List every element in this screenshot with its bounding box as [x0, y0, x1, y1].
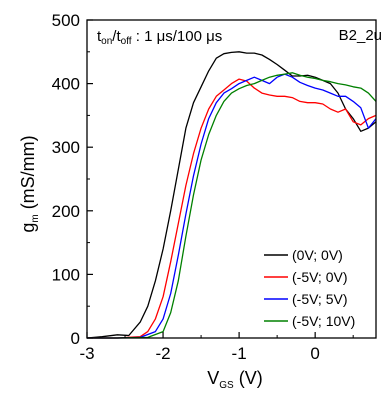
y-tick-label: 200 — [52, 202, 80, 221]
x-axis-title: VGS (V) — [207, 368, 262, 391]
legend-label: (-5V; 10V) — [292, 313, 355, 329]
legend-label: (-5V; 5V) — [292, 291, 348, 307]
x-tick-label: -2 — [155, 344, 170, 363]
device-label: B2_2u — [339, 27, 382, 44]
legend-label: (-5V; 0V) — [292, 269, 348, 285]
series-layer — [86, 51, 377, 339]
x-tick-label: 0 — [310, 344, 319, 363]
series-line-1 — [86, 51, 377, 339]
legend: (0V; 0V) (-5V; 0V) (-5V; 5V) (-5V; 10V) — [264, 247, 355, 329]
pulse-timing-annotation: ton/toff : 1 μs/100 μs — [97, 28, 222, 47]
y-tick-label: 400 — [52, 75, 80, 94]
y-tick-label: 100 — [52, 265, 80, 284]
x-tick-label: -1 — [232, 344, 247, 363]
x-tick-label: -3 — [79, 344, 94, 363]
series-line-4 — [87, 72, 377, 339]
y-tick-label: 0 — [71, 329, 80, 348]
y-tick-label: 300 — [52, 138, 80, 157]
legend-label: (0V; 0V) — [292, 247, 343, 263]
y-tick-label: 500 — [52, 11, 80, 30]
series-line-3 — [87, 73, 377, 339]
tick-layer: -3 -2 -1 0 0 100 200 300 400 500 — [52, 11, 354, 363]
y-axis-title: gm (mS/mm) — [18, 135, 41, 232]
